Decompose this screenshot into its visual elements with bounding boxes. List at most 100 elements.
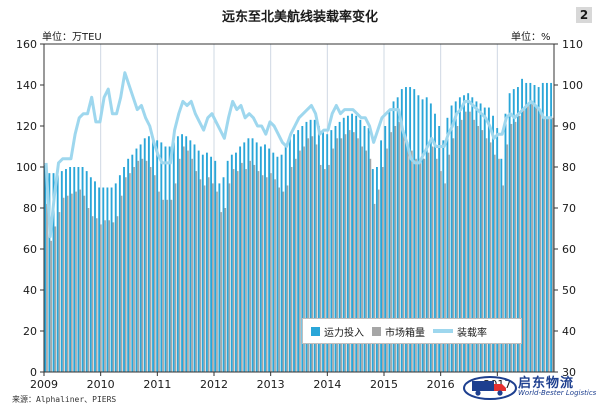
volume-bar [328,164,330,372]
legend-swatch-load-factor [433,329,453,333]
volume-bar [319,164,322,372]
volume-bar [535,107,538,373]
volume-bar [58,212,61,372]
volume-bar [386,148,388,372]
volume-bar [50,240,52,372]
capacity-bar [123,167,125,372]
legend-item-volume: 市场箱量 [372,324,425,339]
capacity-bar [429,103,432,372]
volume-bar [348,130,351,372]
capacity-bar [89,177,92,372]
volume-bar [473,119,475,372]
volume-bar [158,191,160,372]
volume-bar [232,169,235,372]
capacity-bar [309,119,312,372]
x-tick-label: 2013 [257,378,285,391]
volume-bar [178,158,181,372]
capacity-bar [143,138,146,372]
x-tick-label: 2009 [30,378,58,391]
y-tick-label: 160 [16,38,37,51]
volume-bar [145,160,148,372]
volume-bar [166,199,169,372]
chart-title: 远东至北美航线装载率变化 [221,10,378,25]
capacity-bar [60,171,63,372]
logo-text-en: World-Bester Logistics [518,389,597,397]
volume-bar [187,150,189,372]
capacity-bar [421,99,424,372]
capacity-bar [56,175,59,372]
volume-bar [448,154,451,372]
capacity-bar [400,89,403,372]
x-tick-label: 2012 [200,378,228,391]
volume-bar [203,185,206,372]
volume-bar [435,158,438,372]
source-note: 来源：Alphaliner、PIERS [12,395,117,404]
brand-logo: 启东物流 World-Bester Logistics [462,372,598,402]
capacity-bar [487,107,490,373]
capacity-bar [284,146,287,372]
capacity-bar [425,97,428,373]
right-axis-unit: 单位：% [511,32,551,43]
capacity-bar [218,183,221,372]
capacity-bar [160,142,163,372]
volume-bar [522,109,525,372]
volume-bar [444,183,446,372]
volume-bar [340,138,343,372]
volume-bar [62,197,65,372]
volume-bar [75,191,77,372]
volume-bar [506,144,509,372]
volume-bar [440,171,442,372]
capacity-bar [139,144,142,372]
volume-bar [278,187,281,372]
volume-bar [394,126,397,372]
volume-bar [527,105,529,372]
capacity-bar [168,146,171,372]
capacity-bar [251,138,254,372]
capacity-bar [458,97,461,373]
volume-bar [336,138,339,372]
volume-bar [539,113,542,372]
volume-bar [460,119,463,372]
capacity-bar [417,95,420,372]
capacity-bar [317,126,320,372]
capacity-bar [467,93,470,372]
capacity-bar [376,167,378,372]
capacity-bar [226,160,229,372]
capacity-bar [346,115,349,372]
capacity-bar [69,167,72,372]
volume-bar [182,146,185,372]
y-tick-label: 0 [30,366,37,379]
volume-bar [323,169,326,372]
capacity-bar [525,82,528,372]
capacity-bar [131,154,134,372]
capacity-bar [176,136,179,372]
capacity-bar [156,140,159,372]
volume-bar [162,199,164,372]
y-tick-label: 140 [16,79,37,92]
x-tick-label: 2011 [143,378,171,391]
capacity-bar [214,160,217,372]
capacity-bar [463,95,465,372]
capacity-bar [355,115,358,372]
volume-bar [290,167,293,372]
capacity-bar [483,107,486,373]
capacity-bar [206,152,208,372]
volume-bar [344,134,347,372]
capacity-bar [239,146,242,372]
volume-bar [502,185,504,372]
y-tick-label: 60 [23,243,37,256]
capacity-bar [330,130,333,372]
capacity-bar [384,126,387,372]
capacity-bar [255,142,258,372]
volume-bar [216,191,218,372]
volume-bar [481,130,484,372]
capacity-bar [77,167,80,372]
capacity-bar [371,169,374,372]
volume-bar [299,150,301,372]
volume-bar [133,167,135,372]
capacity-bar [259,146,262,372]
volume-bar [265,177,268,372]
volume-bar [427,152,430,372]
capacity-bar [442,140,445,372]
capacity-bar [516,87,519,373]
